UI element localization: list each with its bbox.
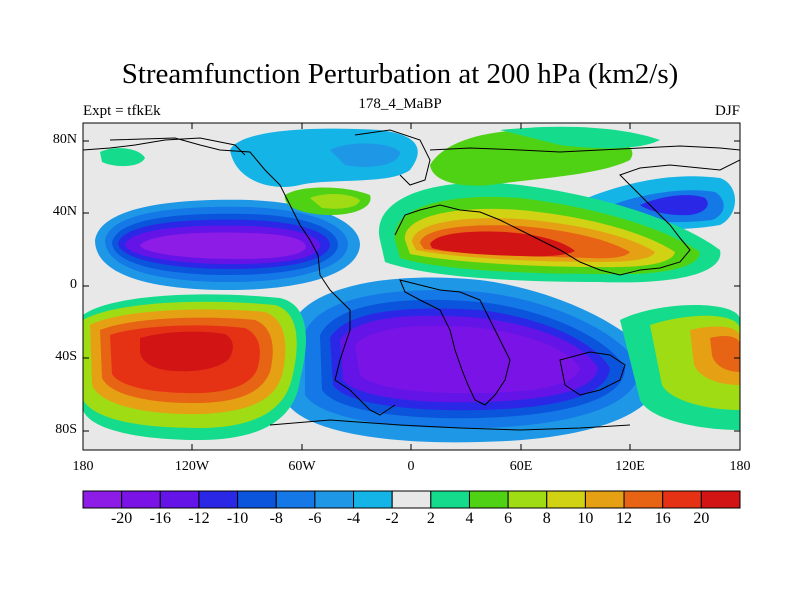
colorbar-swatch <box>121 490 161 509</box>
colorbar-label: -12 <box>188 510 210 527</box>
contour-field <box>83 123 740 450</box>
y-tick-label: 80N <box>52 132 77 147</box>
y-tick-label: 0 <box>70 277 77 292</box>
x-tick-label: 60E <box>509 459 533 474</box>
colorbar-swatch <box>159 490 200 509</box>
colorbar-swatch <box>237 490 277 509</box>
coastline-greenland <box>354 129 431 186</box>
case-label: 178_4_MaBP <box>358 96 442 112</box>
experiment-label: Expt = tfkEk <box>83 103 161 119</box>
colorbar-label: -16 <box>149 510 171 527</box>
colorbar-label: 20 <box>693 510 710 527</box>
y-tick-label: 40S <box>55 349 77 364</box>
season-label: DJF <box>714 103 740 119</box>
colorbar-label: 8 <box>542 510 551 527</box>
contour-neg-north <box>330 143 400 167</box>
contour-pos-sind <box>710 336 740 372</box>
colorbar-swatch <box>584 490 625 509</box>
coastline-americas <box>109 137 396 416</box>
colorbar-swatch <box>468 490 509 509</box>
coastline-north-america-north <box>83 137 246 156</box>
contour-pos-arctic <box>500 126 660 149</box>
colorbar-label: 6 <box>504 510 513 527</box>
contour-neg-nwpac <box>640 195 708 216</box>
colorbar-label: -10 <box>226 510 249 527</box>
colorbar-swatch <box>623 490 664 509</box>
colorbar-label: -6 <box>308 510 322 527</box>
coastline-eurasia-north <box>429 145 740 153</box>
colorbar-swatch <box>662 490 702 509</box>
y-tick-label: 40N <box>52 204 77 219</box>
colorbar-swatch <box>507 490 548 509</box>
colorbar-label: -20 <box>110 510 133 527</box>
contour-pos-namer <box>100 148 145 167</box>
colorbar-label: -8 <box>269 510 283 527</box>
colorbar-swatch <box>353 490 393 509</box>
contour-pos-spac <box>140 331 233 372</box>
colorbar-swatch <box>546 490 586 509</box>
colorbar-swatch <box>391 490 432 509</box>
x-tick-label: 120W <box>174 459 210 474</box>
colorbar-swatch <box>430 490 470 509</box>
contour-neg-south <box>355 325 580 394</box>
colorbar-label: 10 <box>577 510 594 527</box>
colorbar-swatch <box>314 490 355 509</box>
contour-pos-namer <box>310 194 360 209</box>
map-title: Streamfunction Perturbation at 200 hPa (… <box>121 58 679 90</box>
colorbar-label: 2 <box>426 510 435 527</box>
coastline-eurasia <box>394 159 740 276</box>
colorbar-swatch <box>198 490 239 509</box>
x-tick-label: 120E <box>615 459 645 474</box>
contour-neg-north <box>230 128 418 187</box>
axis-ticks <box>83 123 740 450</box>
colorbar-label: 4 <box>465 510 474 527</box>
colorbar-label: -4 <box>346 510 361 527</box>
contour-neg-npac <box>140 232 306 259</box>
x-tick-label: 180 <box>72 459 94 474</box>
colorbar-swatch <box>700 490 741 509</box>
coastline-antarctica <box>269 419 631 431</box>
colorbar-swatch <box>82 490 123 509</box>
coastlines <box>83 129 740 431</box>
colorbar-label: 12 <box>616 510 633 527</box>
colorbar-label: -2 <box>385 510 399 527</box>
x-tick-label: 180 <box>729 459 751 474</box>
colorbar <box>82 490 741 509</box>
coastline-australia <box>559 351 626 396</box>
colorbar-label: 16 <box>654 510 671 527</box>
x-tick-label: 0 <box>407 459 415 474</box>
x-tick-label: 60W <box>288 459 316 474</box>
y-tick-label: 80S <box>55 422 77 437</box>
contour-pos-asia <box>430 231 575 257</box>
colorbar-swatch <box>275 490 316 509</box>
coastline-africa <box>399 279 511 406</box>
